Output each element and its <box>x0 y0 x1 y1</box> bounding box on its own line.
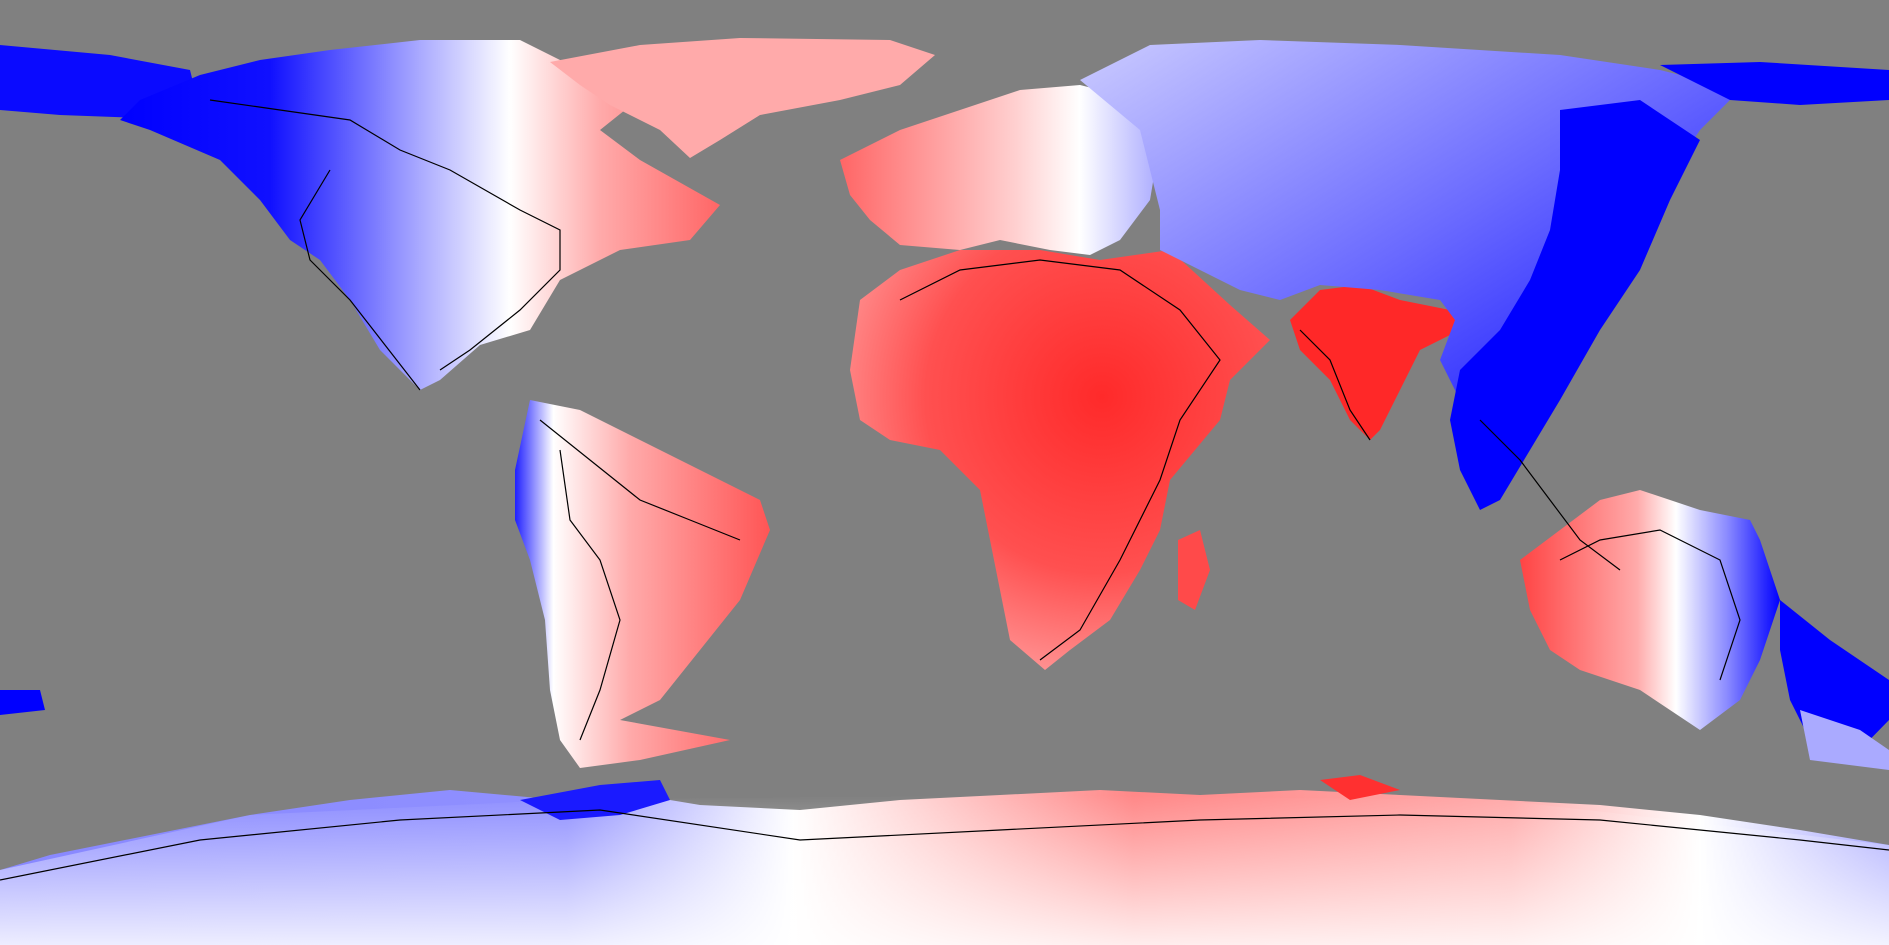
region-nz-south <box>1800 710 1889 770</box>
region-greenland <box>550 38 935 158</box>
region-madagascar <box>1178 530 1210 610</box>
region-australia <box>1520 490 1780 730</box>
coastlines <box>0 99 1889 881</box>
region-africa <box>850 250 1270 670</box>
region-europe <box>840 85 1160 255</box>
region-south-america <box>515 400 770 768</box>
region-east-asia <box>1450 100 1700 510</box>
region-north-america <box>120 40 720 390</box>
region-india <box>1290 285 1460 440</box>
region-sw-pacific <box>0 690 45 715</box>
region-antarctica-red <box>1320 775 1400 800</box>
region-antarctic-peninsula <box>520 780 670 820</box>
region-far-east <box>1660 62 1889 105</box>
region-antarctica-fade <box>0 795 1889 945</box>
